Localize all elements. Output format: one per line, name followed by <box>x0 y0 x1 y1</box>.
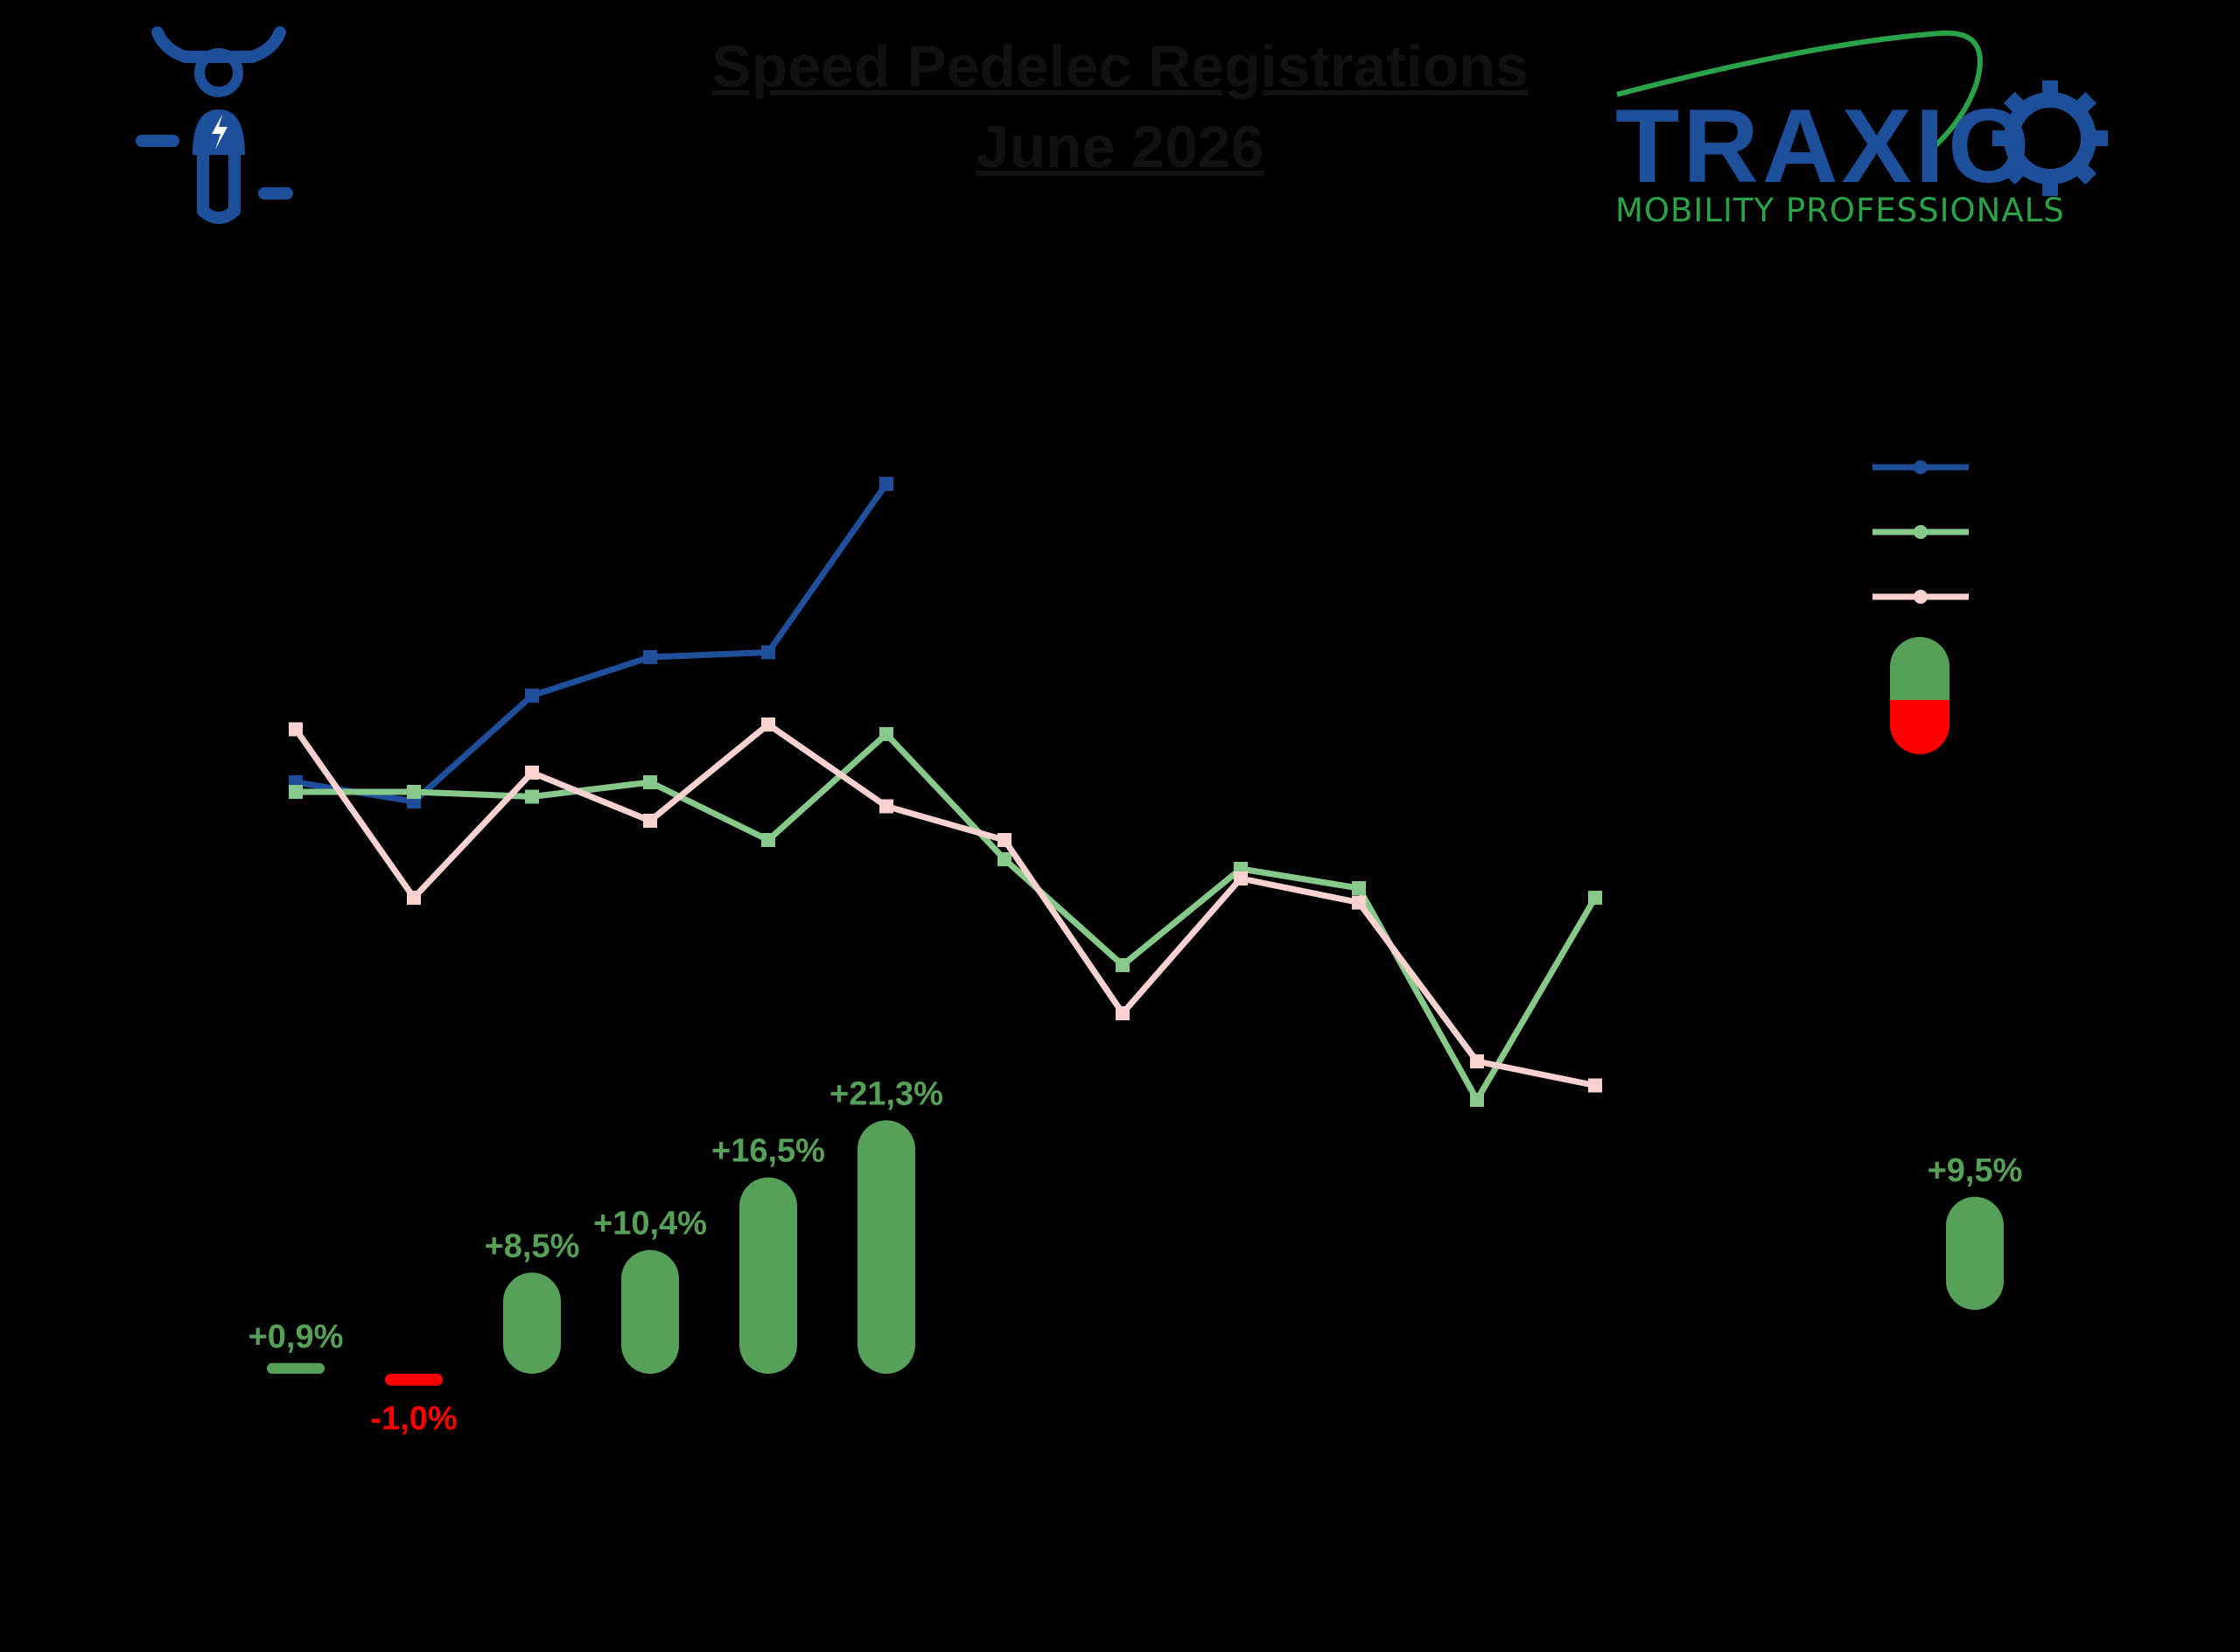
legend-entry-3 <box>1872 590 1969 604</box>
speed-pedelec-icon <box>136 26 293 224</box>
series-1-point <box>879 477 893 491</box>
logo-tagline: MOBILITY PROFESSIONALS <box>1615 192 2065 229</box>
series-3-line <box>293 721 1596 1088</box>
logo-brand-text: TRAXIO <box>1615 88 2033 205</box>
legend-growth-negative <box>1890 700 1950 754</box>
series-2-point <box>1352 881 1366 895</box>
growth-bar <box>739 1177 797 1374</box>
growth-bar-group: +0,9% <box>248 1319 344 1374</box>
series-2-point <box>761 833 775 847</box>
growth-bar-group: +10,4% <box>593 1206 707 1374</box>
series-3-point <box>1588 1078 1602 1093</box>
gear-icon <box>1992 80 2108 196</box>
series-2-point <box>1470 1093 1484 1107</box>
growth-bar <box>858 1120 915 1374</box>
growth-bar <box>1946 1196 2004 1310</box>
growth-bar <box>385 1374 443 1386</box>
legend <box>1872 460 1969 754</box>
series-3-point <box>1234 872 1248 886</box>
growth-bar-group: +9,5% <box>1928 1152 2023 1310</box>
series-1-point <box>525 689 539 703</box>
growth-bar-group: +16,5% <box>711 1133 825 1374</box>
growth-bar <box>621 1250 679 1374</box>
series-2-point <box>1588 891 1602 905</box>
series-2 <box>289 727 1602 1107</box>
series-2-point <box>1116 958 1130 972</box>
legend-growth-swatch <box>1890 637 1950 754</box>
series-3-point <box>879 799 893 814</box>
legend-swatch-marker <box>1914 590 1928 604</box>
series-2-point <box>879 727 893 741</box>
series-2-point <box>525 789 539 804</box>
series-3-point <box>998 833 1012 847</box>
growth-bar-chart: +0,9% -1,0% +8,5% +10,4%+16,5%+21,3% +9,5% <box>248 1075 2023 1437</box>
traxio-logo: TRAXIO MOBILITY PROFESSIONALS <box>1615 30 2108 229</box>
growth-bar-label: +8,5% <box>485 1228 580 1264</box>
growth-bar-label: +16,5% <box>711 1133 825 1170</box>
series-3-point <box>643 814 657 828</box>
legend-swatch-marker <box>1914 525 1928 539</box>
series-2-point <box>289 785 303 799</box>
growth-bar-label: +9,5% <box>1928 1152 2023 1189</box>
title-line-1: Speed Pedelec Registrations <box>711 33 1529 100</box>
series-2-point <box>407 785 421 799</box>
series-1-line <box>295 481 889 805</box>
growth-bar-label: +10,4% <box>593 1206 707 1242</box>
growth-bar-group: -1,0% <box>370 1374 458 1438</box>
legend-entry-1 <box>1872 460 1969 474</box>
chart-title: Speed Pedelec Registrations June 2026 <box>595 26 1645 187</box>
series-3-point <box>1470 1054 1484 1068</box>
series-1-point <box>761 645 775 660</box>
series-3-point <box>525 766 539 780</box>
title-line-2: June 2026 <box>976 114 1264 180</box>
legend-growth-positive <box>1890 637 1950 700</box>
legend-entry-2 <box>1872 525 1969 539</box>
growth-bar <box>503 1272 561 1374</box>
legend-swatch-marker <box>1914 460 1928 474</box>
series-3-point <box>761 718 775 732</box>
series-3 <box>289 718 1602 1093</box>
series-1-point <box>643 650 657 664</box>
series-2-line <box>296 731 1599 1103</box>
series-3-point <box>407 891 421 905</box>
series-2-point <box>998 852 1012 866</box>
growth-bar-label: +0,9% <box>248 1319 344 1355</box>
series-1 <box>289 477 893 808</box>
series-3-point <box>1116 1006 1130 1020</box>
growth-bar <box>267 1362 325 1374</box>
growth-bar-label: +21,3% <box>830 1075 943 1112</box>
series-3-point <box>289 722 303 737</box>
growth-bar-group: +8,5% <box>485 1228 580 1374</box>
growth-bar-group: +21,3% <box>830 1075 943 1374</box>
growth-bar-label: -1,0% <box>370 1401 457 1438</box>
series-3-point <box>1352 895 1366 910</box>
line-chart <box>289 477 1602 1107</box>
series-2-point <box>643 775 657 789</box>
